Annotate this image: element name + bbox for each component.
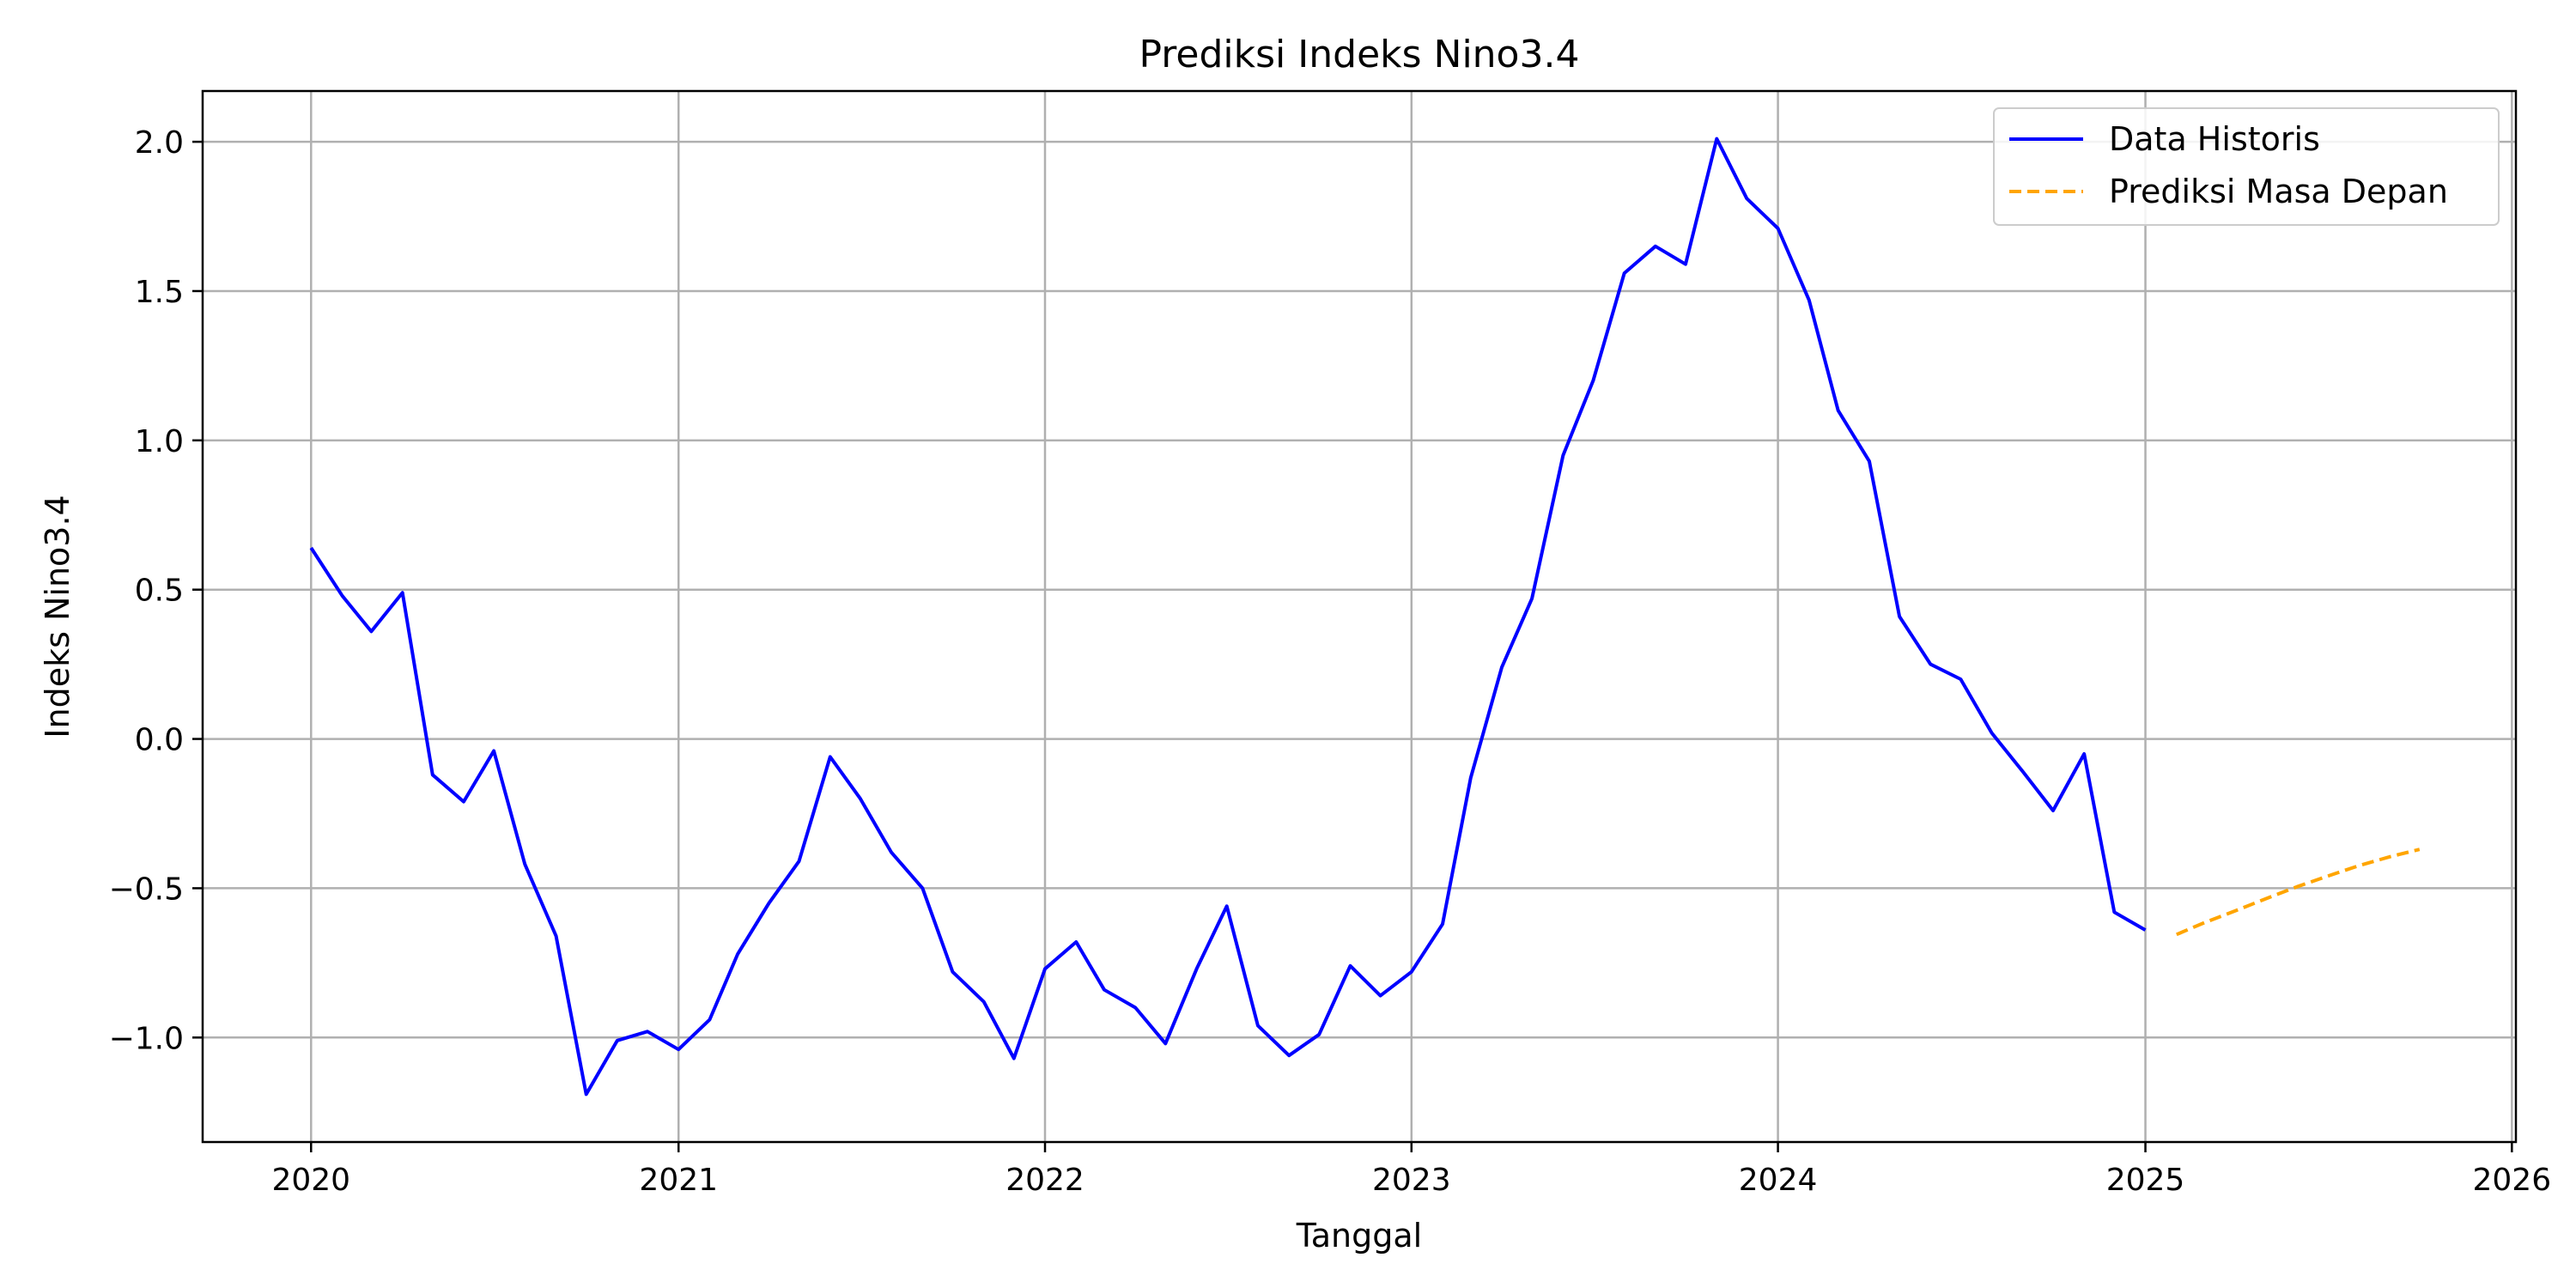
y-axis-title: Indeks Nino3.4 [39, 495, 76, 738]
x-tick-label: 2021 [639, 1163, 718, 1198]
y-tick-label: −0.5 [109, 872, 184, 907]
legend-label-prediksi-masa-depan: Prediksi Masa Depan [2109, 173, 2448, 210]
axis-ticks: 2020 2021 2022 2023 2024 2025 2026 2.0 1.5 1.0 0.5… [109, 125, 2552, 1198]
x-tick-label: 2026 [2473, 1163, 2552, 1198]
plot-frame [201, 89, 2518, 1144]
legend: Data Historis Prediksi Masa Depan [1993, 107, 2500, 226]
x-tick-label: 2023 [1372, 1163, 1451, 1198]
grid [203, 91, 2516, 1142]
y-tick-label: 1.5 [135, 275, 184, 310]
series-data-historis [309, 137, 2147, 1097]
y-tick-label: 0.5 [135, 574, 184, 609]
chart-title: Prediksi Indeks Nino3.4 [1139, 33, 1580, 76]
legend-label-data-historis: Data Historis [2109, 120, 2320, 158]
y-tick-label: 2.0 [135, 125, 184, 161]
y-tick-label: 0.0 [135, 723, 184, 758]
x-tick-label: 2024 [1739, 1163, 1818, 1198]
y-tick-label: 1.0 [135, 424, 184, 459]
series-layer [309, 137, 2421, 1097]
legend-box [1993, 107, 2500, 226]
x-tick-label: 2022 [1005, 1163, 1084, 1198]
x-tick-label: 2025 [2106, 1163, 2185, 1198]
x-tick-label: 2020 [271, 1163, 350, 1198]
y-tick-label: −1.0 [109, 1021, 184, 1056]
series-prediksi-masa-depan [2176, 848, 2421, 937]
x-axis-title: Tanggal [1296, 1217, 1422, 1255]
